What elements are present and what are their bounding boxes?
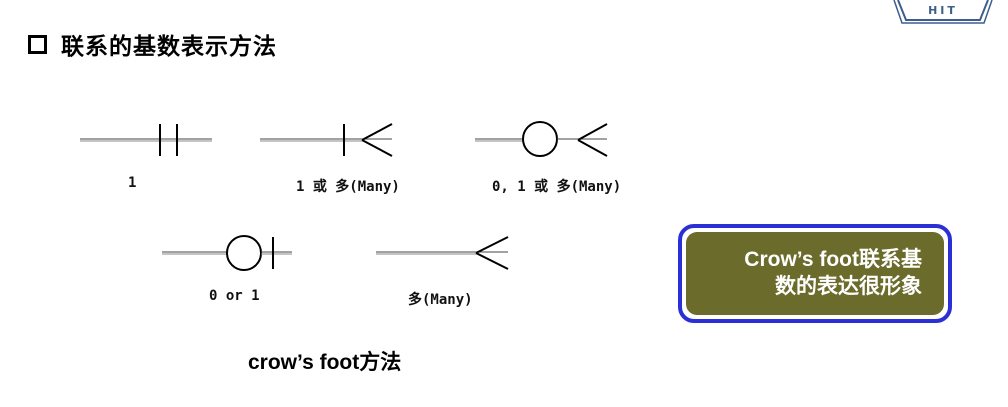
symbol-zero-one-or-many: [475, 121, 608, 157]
callout-line-2: 数的表达很形象: [775, 275, 922, 298]
symbol-many: [376, 236, 509, 270]
hit-logo: HIT: [880, 0, 1008, 36]
callout-inner: Crow’s foot联系基 数的表达很形象: [686, 232, 944, 315]
callout-box: Crow’s foot联系基 数的表达很形象: [678, 224, 952, 323]
square-bullet-icon: [28, 34, 47, 54]
symbol-one: [80, 124, 212, 156]
symbol-one-or-many: [260, 123, 393, 157]
label-many: 多(Many): [408, 292, 473, 308]
logo-text: HIT: [928, 4, 958, 17]
label-one-or-many: 1 或 多(Many): [296, 179, 400, 195]
symbol-zero-or-one: [162, 235, 292, 271]
callout-line-1: Crow’s foot联系基: [744, 248, 922, 271]
diagram-caption: crow’s foot方法: [248, 351, 402, 374]
label-zero-one-or-many: 0, 1 或 多(Many): [492, 179, 622, 195]
label-zero-or-one: 0 or 1: [209, 288, 260, 304]
slide-title: 联系的基数表示方法: [28, 28, 277, 60]
title-text: 联系的基数表示方法: [61, 34, 277, 60]
label-one: 1: [128, 175, 137, 191]
